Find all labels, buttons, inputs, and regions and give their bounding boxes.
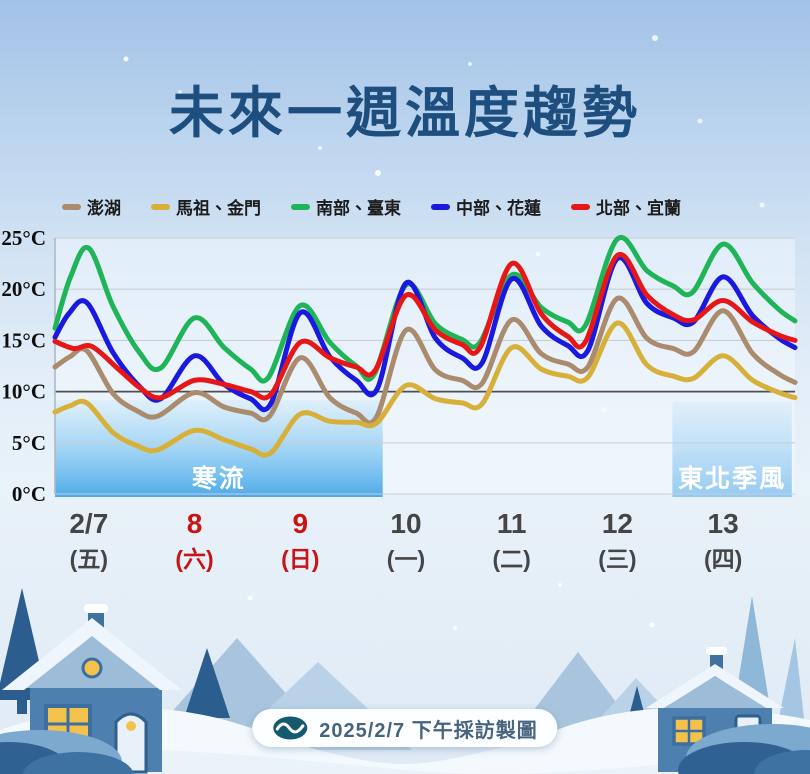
snow-ground	[0, 707, 810, 774]
footer-caption: 2025/2/7 下午採訪製圖	[319, 719, 538, 742]
legend-swatch-icon	[431, 203, 450, 210]
x-axis-date-label: 10	[390, 508, 421, 539]
door	[114, 712, 148, 774]
chart-legend: 澎湖 馬祖、金門 南部、臺東 中部、花蓮 北部、宜蘭	[62, 194, 782, 219]
roof-snow	[646, 664, 784, 708]
roof-snow	[2, 618, 182, 690]
y-axis-tick-label: 25°C	[1, 226, 46, 250]
snow-dots	[84, 35, 765, 630]
x-axis-date-label: 8	[187, 508, 203, 539]
series-line-馬祖、金門	[52, 320, 798, 458]
legend-swatch-icon	[62, 203, 81, 210]
legend-item: 北部、宜蘭	[571, 194, 681, 219]
x-axis-date-label: 13	[708, 508, 739, 539]
chimney-snow	[706, 647, 727, 655]
y-axis-tick-label: 0°C	[12, 482, 46, 506]
series-line-北部、宜蘭	[52, 251, 798, 401]
annotation-region-northeast-monsoon	[672, 401, 792, 497]
annotation-label: 東北季風	[678, 465, 786, 493]
legend-label: 澎湖	[87, 199, 121, 218]
x-axis-date-label: 9	[292, 508, 308, 539]
x-axis-weekday-label: (一)	[387, 546, 425, 572]
legend-label: 馬祖、金門	[176, 199, 261, 218]
annotation-region-cold-surge	[55, 399, 383, 497]
pine-tree	[184, 648, 230, 718]
legend-item: 澎湖	[62, 194, 121, 219]
ctwant-wave-logo-icon	[272, 715, 308, 741]
x-axis-date-label: 2/7	[69, 508, 108, 539]
legend-swatch-icon	[151, 203, 170, 210]
bush	[22, 752, 134, 774]
y-axis-tick-label: 5°C	[12, 431, 46, 455]
footer-credit: 2025/2/7 下午採訪製圖	[252, 709, 558, 747]
chimney-snow	[84, 604, 108, 613]
series-line-澎湖	[52, 295, 798, 426]
x-axis-date-label: 11	[497, 508, 527, 539]
tree-trunk	[17, 698, 27, 714]
legend-swatch-icon	[291, 203, 310, 210]
bush	[754, 750, 810, 774]
x-axis-weekday-label: (四)	[704, 546, 742, 572]
page-title: 未來一週溫度趨勢	[168, 82, 641, 144]
legend-label: 北部、宜蘭	[596, 199, 681, 218]
bushes	[0, 724, 810, 774]
x-axis-weekday-label: (六)	[175, 546, 213, 572]
legend-label: 中部、花蓮	[456, 199, 541, 218]
attic-window	[81, 657, 103, 679]
annotation-label: 寒流	[192, 464, 246, 493]
y-axis-tick-label: 10°C	[1, 380, 46, 404]
legend-label: 南部、臺東	[316, 199, 401, 218]
legend-item: 南部、臺東	[291, 194, 401, 219]
legend-item: 馬祖、金門	[151, 194, 261, 219]
x-axis-weekday-label: (日)	[281, 546, 319, 572]
legend-item: 中部、花蓮	[431, 194, 541, 219]
y-axis-tick-label: 20°C	[1, 277, 46, 301]
x-axis-weekday-label: (二)	[493, 546, 531, 572]
x-axis-weekday-label: (五)	[70, 546, 108, 572]
x-axis-weekday-label: (三)	[598, 546, 636, 572]
roof-underside	[664, 676, 766, 708]
x-axis-date-label: 12	[602, 508, 633, 539]
door-window	[126, 721, 136, 731]
legend-swatch-icon	[571, 203, 590, 210]
y-axis-tick-label: 15°C	[1, 328, 46, 352]
